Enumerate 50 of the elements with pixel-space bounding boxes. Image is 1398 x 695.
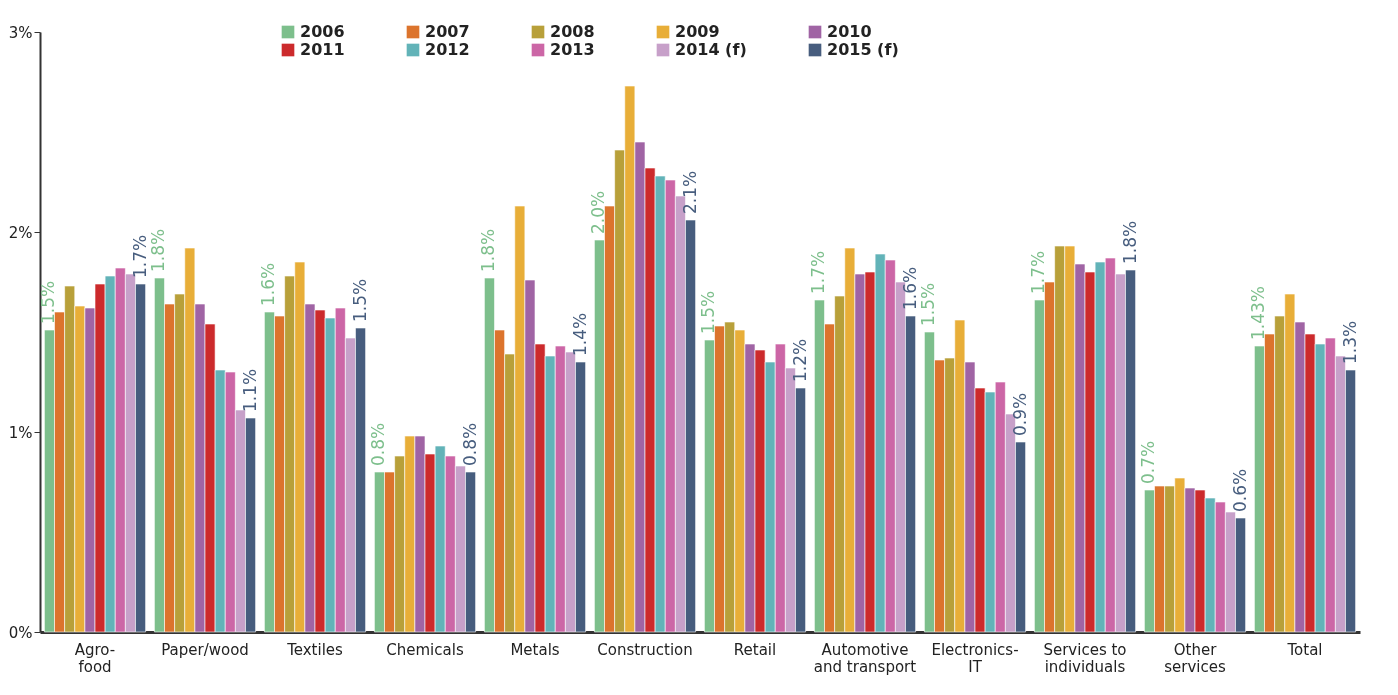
y-tick-label: 0% xyxy=(8,623,33,642)
x-tick-label: Construction xyxy=(597,640,693,659)
data-label: 1.7% xyxy=(129,234,150,278)
data-label: 0.8% xyxy=(368,422,389,466)
y-tick-label: 1% xyxy=(8,423,33,442)
data-label: 1.5% xyxy=(698,290,719,334)
data-label: 0.7% xyxy=(1138,440,1159,484)
data-label: 2.0% xyxy=(588,190,609,234)
data-label: 1.8% xyxy=(148,228,169,272)
y-tick-label: 3% xyxy=(8,23,33,42)
data-label: 0.8% xyxy=(459,422,480,466)
data-label: 1.7% xyxy=(808,250,829,294)
data-label: 1.43% xyxy=(1248,285,1269,340)
data-label: 1.8% xyxy=(478,228,499,272)
legend-label: 2011 xyxy=(300,40,345,59)
x-tick-label: Agro- food xyxy=(74,640,116,676)
data-label: 1.5% xyxy=(38,280,59,324)
legend-label: 2012 xyxy=(425,40,470,59)
data-label: 1.6% xyxy=(899,266,920,310)
y-tick-label: 2% xyxy=(8,223,33,242)
x-tick-label: Other services xyxy=(1164,640,1226,676)
data-label: 1.4% xyxy=(569,312,590,356)
data-label: 1.5% xyxy=(349,278,370,322)
data-label: 1.6% xyxy=(258,262,279,306)
x-tick-label: Total xyxy=(1286,640,1323,659)
legend-label: 2009 xyxy=(675,22,720,41)
x-tick-label: Textiles xyxy=(286,640,344,659)
x-tick-label: Automotive and transport xyxy=(813,640,917,676)
data-label: 0.9% xyxy=(1009,392,1030,436)
x-tick-label: Services to individuals xyxy=(1043,640,1127,676)
data-label: 1.3% xyxy=(1339,320,1360,364)
data-label: 1.7% xyxy=(1028,250,1049,294)
data-label: 2.1% xyxy=(679,170,700,214)
data-label: 1.5% xyxy=(918,282,939,326)
x-tick-label: Chemicals xyxy=(386,640,464,659)
data-label: 1.2% xyxy=(789,338,810,382)
legend-label: 2006 xyxy=(300,22,345,41)
x-tick-label: Metals xyxy=(510,640,560,659)
legend-label: 2010 xyxy=(827,22,872,41)
data-label: 0.6% xyxy=(1229,468,1250,512)
data-label: 1.8% xyxy=(1119,220,1140,264)
legend-label: 2014 (f) xyxy=(675,40,747,59)
x-tick-label: Paper/wood xyxy=(161,640,249,659)
legend-label: 2007 xyxy=(425,22,470,41)
x-tick-label: Retail xyxy=(733,640,777,659)
data-label: 1.1% xyxy=(239,368,260,412)
legend-label: 2008 xyxy=(550,22,595,41)
x-tick-label: Electronics- IT xyxy=(931,640,1019,676)
legend-label: 2015 (f) xyxy=(827,40,899,59)
legend-label: 2013 xyxy=(550,40,595,59)
